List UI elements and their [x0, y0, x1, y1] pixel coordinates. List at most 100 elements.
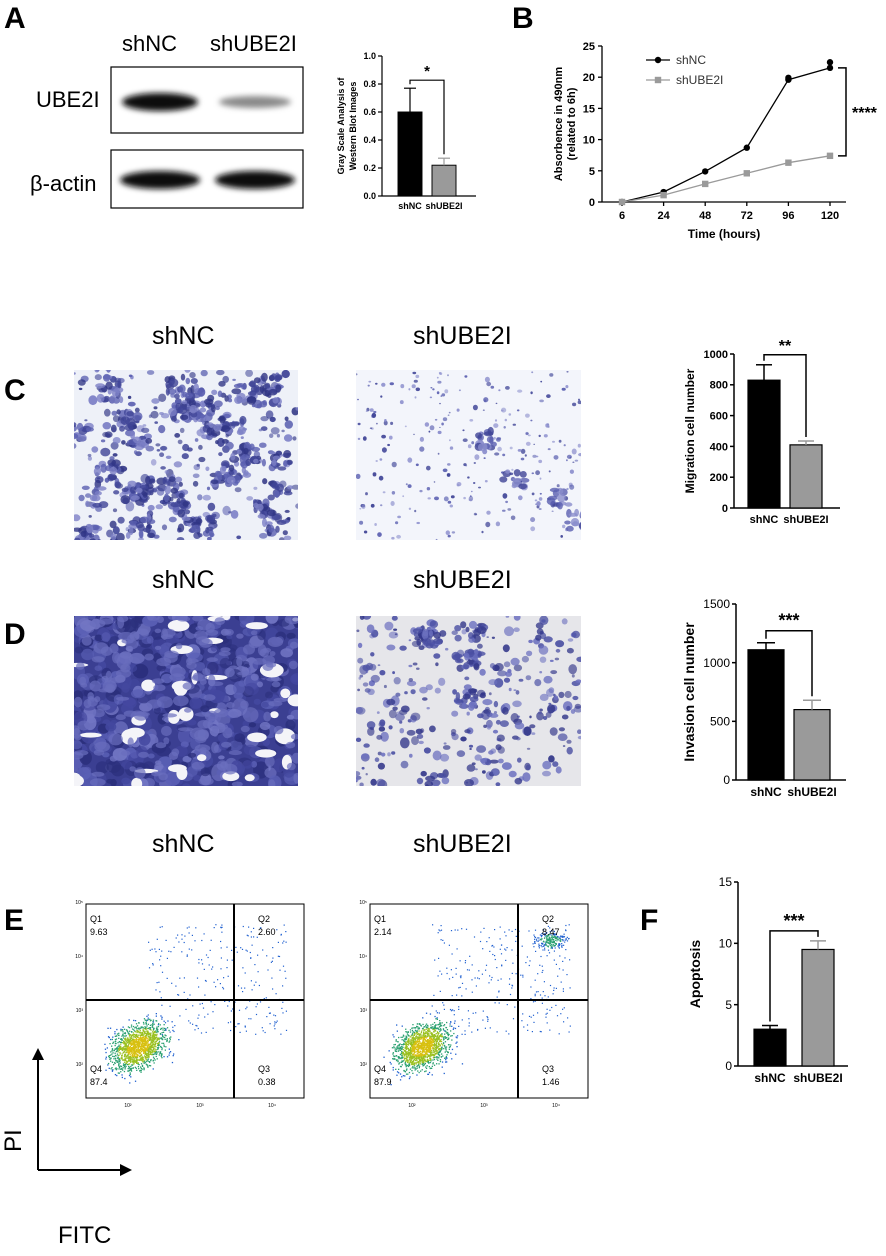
y-tick-label: 10³ [76, 1008, 84, 1014]
cell [386, 644, 396, 651]
cell [175, 643, 183, 650]
cell [517, 389, 523, 393]
event-dot [215, 924, 217, 926]
gap [270, 711, 279, 719]
event-dot [147, 1041, 149, 1043]
event-dot [115, 1048, 117, 1050]
event-dot [416, 1039, 418, 1041]
event-dot [418, 1071, 420, 1074]
cell [142, 424, 147, 427]
cell [362, 436, 367, 441]
event-dot [153, 1035, 156, 1037]
cell [76, 662, 85, 670]
event-dot [168, 1029, 170, 1032]
event-dot [248, 926, 250, 928]
event-dot [120, 1057, 122, 1059]
event-dot [429, 1061, 432, 1064]
cell [527, 434, 531, 437]
event-dot [133, 1047, 135, 1049]
event-dot [112, 1036, 114, 1038]
event-dot [135, 1034, 137, 1037]
event-dot [285, 1029, 288, 1031]
event-dot [267, 969, 269, 971]
cell [411, 384, 416, 389]
event-dot [404, 1053, 407, 1055]
event-dot [144, 1042, 146, 1045]
cell [117, 516, 125, 524]
cell [558, 727, 565, 732]
event-dot [220, 957, 222, 959]
event-dot [433, 1058, 436, 1061]
event-dot [150, 1059, 152, 1061]
cell [566, 647, 574, 654]
event-dot [127, 1060, 130, 1062]
event-dot [405, 1048, 408, 1050]
event-dot [137, 1050, 139, 1052]
event-dot [150, 1040, 152, 1042]
cell-cluster [130, 495, 140, 501]
event-dot [152, 1039, 154, 1041]
gap [255, 749, 277, 758]
cell-cluster [74, 537, 81, 540]
event-dot [262, 1030, 264, 1032]
event-dot [139, 1054, 141, 1056]
event-dot [169, 1037, 171, 1039]
cell [146, 370, 155, 375]
cell [567, 638, 574, 642]
event-dot [135, 1059, 137, 1061]
cell-cluster [468, 688, 477, 694]
event-dot [128, 1069, 130, 1072]
event-dot [149, 1032, 151, 1035]
cell [549, 373, 554, 377]
cell [503, 426, 506, 429]
event-dot [433, 1039, 436, 1041]
event-dot [146, 1019, 148, 1021]
cell [513, 616, 521, 621]
event-dot [451, 1009, 454, 1011]
event-dot [115, 1055, 117, 1057]
event-dot [147, 1030, 149, 1032]
event-dot [121, 1039, 123, 1041]
cell [221, 741, 232, 748]
y-tick-label: 0.8 [363, 79, 376, 89]
event-dot [410, 1055, 412, 1057]
event-dot [141, 1038, 143, 1040]
event-dot [159, 1024, 161, 1026]
cell [117, 616, 125, 629]
event-dot [116, 1074, 118, 1077]
event-dot [132, 1056, 135, 1058]
cell-cluster [111, 388, 120, 397]
cell [120, 663, 131, 673]
event-dot [417, 1036, 419, 1038]
event-dot [220, 947, 222, 949]
event-dot [140, 1036, 142, 1038]
cell-cluster [418, 645, 425, 650]
event-dot [173, 1030, 175, 1033]
cell-cluster [557, 493, 566, 503]
event-dot [136, 1057, 139, 1059]
event-dot [405, 1044, 407, 1047]
event-dot [116, 1047, 118, 1049]
cell [449, 504, 453, 508]
event-dot [433, 1064, 436, 1066]
event-dot [141, 1064, 144, 1067]
cell [79, 676, 87, 686]
event-dot [141, 1057, 143, 1060]
event-dot [138, 1064, 140, 1066]
cell [409, 753, 413, 758]
event-dot [253, 927, 255, 929]
cell [454, 625, 462, 632]
event-dot [130, 1037, 133, 1039]
event-dot [144, 1048, 146, 1050]
event-dot [133, 1038, 135, 1041]
event-dot [420, 1038, 422, 1040]
event-dot [175, 937, 177, 939]
event-dot [145, 1041, 147, 1043]
event-dot [131, 1047, 134, 1049]
event-dot [446, 1061, 448, 1063]
event-dot [441, 1025, 443, 1027]
cell-cluster [228, 464, 235, 472]
cell [237, 671, 253, 676]
event-dot [139, 1029, 141, 1031]
cell [121, 440, 126, 445]
